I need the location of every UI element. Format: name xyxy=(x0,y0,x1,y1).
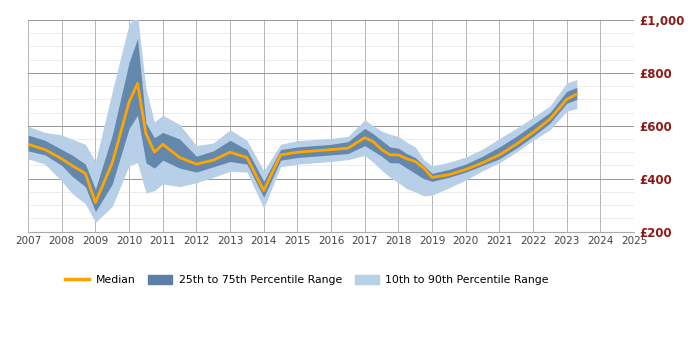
Legend: Median, 25th to 75th Percentile Range, 10th to 90th Percentile Range: Median, 25th to 75th Percentile Range, 1… xyxy=(61,271,553,289)
